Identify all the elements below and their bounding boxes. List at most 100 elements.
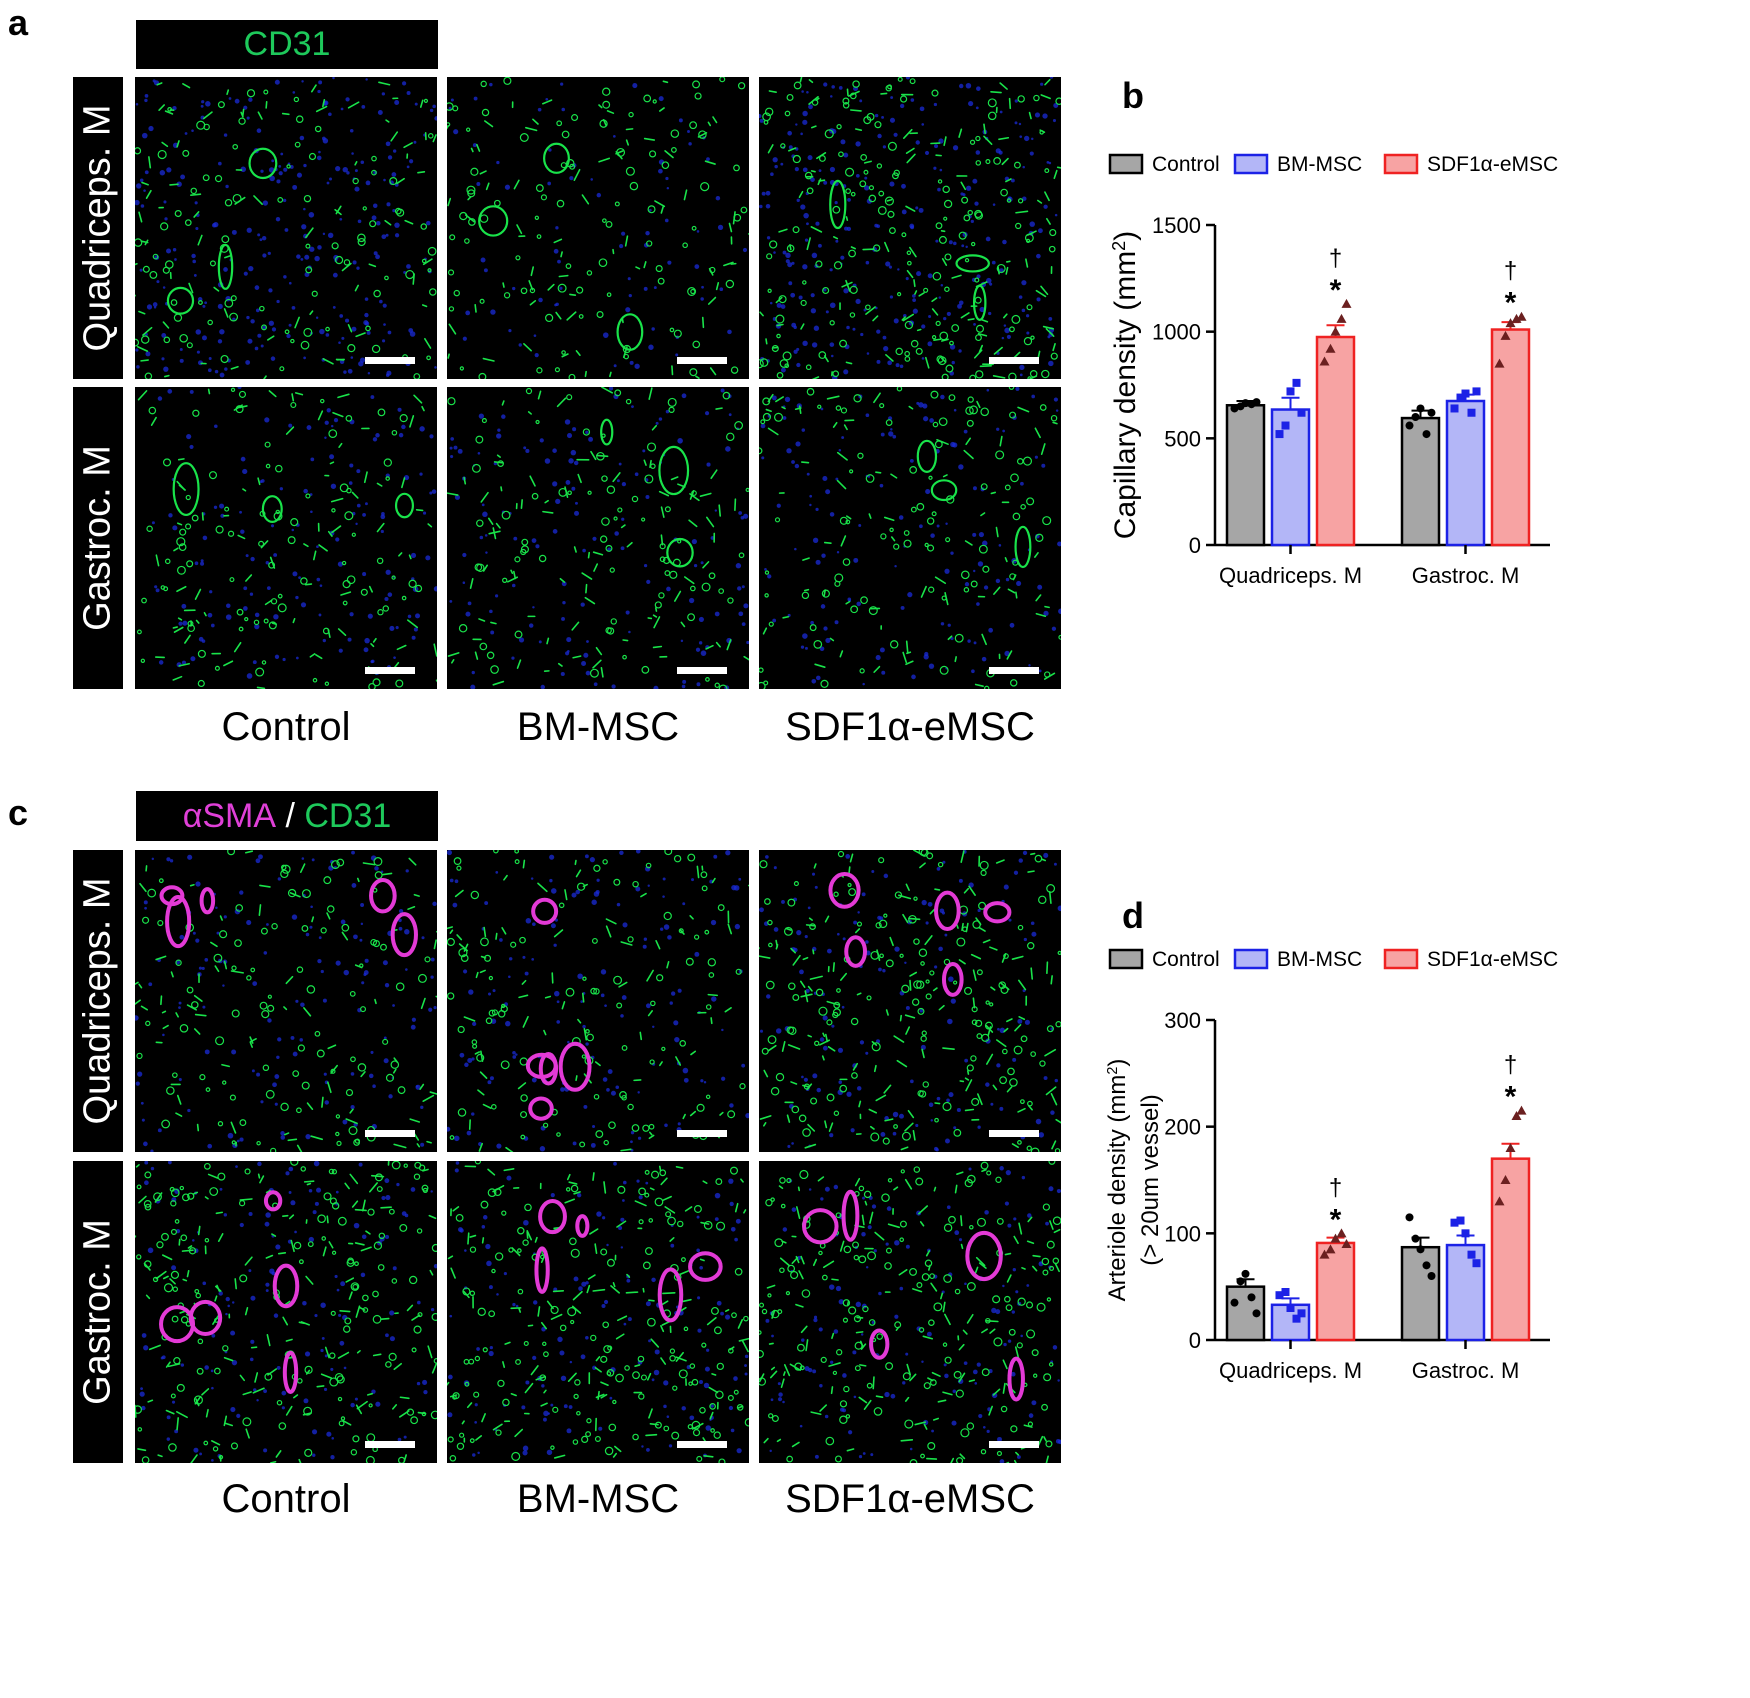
legend-label: BM-MSC [1277, 153, 1362, 176]
micrograph-a-quadriceps-sdf1a-emsc [759, 77, 1061, 379]
data-point [1416, 404, 1425, 413]
y-tick-label: 500 [1164, 426, 1201, 451]
scale-bar [365, 1441, 415, 1448]
data-point [1427, 408, 1436, 417]
x-tick-label: Quadriceps. M [1219, 1358, 1362, 1383]
legend-swatch [1383, 948, 1419, 970]
data-point [1336, 313, 1347, 323]
significance-star: * [1330, 274, 1342, 307]
panel-letter-c: c [8, 792, 29, 833]
y-label-superscript: 2 [1109, 241, 1129, 251]
micrograph-a-gastroc-control [135, 387, 437, 689]
data-point [1281, 421, 1290, 430]
data-point [1275, 430, 1284, 439]
column-label-a-bm-msc: BM-MSC [516, 705, 680, 749]
stain-header-a: CD31 [136, 20, 438, 69]
legend-swatch [1233, 948, 1269, 970]
scale-bar [677, 1130, 727, 1137]
micrograph-image [447, 387, 749, 689]
y-label-text: Arteriole density (mm [1104, 1075, 1131, 1302]
data-point [1516, 311, 1527, 321]
significance-star: * [1330, 1203, 1342, 1236]
y-tick-label: 1500 [1152, 213, 1201, 238]
data-point [1241, 399, 1250, 408]
data-point [1494, 1196, 1505, 1206]
legend-swatch [1233, 153, 1269, 175]
data-point [1405, 421, 1414, 430]
data-point [1472, 1259, 1481, 1268]
stain-header-c: αSMA / CD31 [136, 791, 438, 841]
data-point [1450, 404, 1459, 413]
stain-label: CD31 [304, 796, 392, 835]
significance-dagger: † [1504, 258, 1517, 285]
y-axis-label: Arteriole density (mm2) [1104, 1059, 1131, 1302]
data-point [1427, 1272, 1436, 1280]
micrograph-c-quadriceps-sdf1a-emsc [759, 850, 1061, 1152]
data-point [1319, 356, 1330, 366]
micrograph-image [136, 387, 437, 689]
data-point [1325, 343, 1336, 353]
y-tick-label: 0 [1189, 533, 1201, 558]
legend-swatch [1383, 153, 1419, 175]
scale-bar [989, 667, 1039, 674]
data-point [1422, 430, 1431, 439]
data-point [1422, 1261, 1431, 1270]
column-label-c-bm-msc: BM-MSC [516, 1477, 680, 1521]
micrograph-a-gastroc-sdf1a-emsc [759, 387, 1061, 689]
data-point [1494, 358, 1505, 368]
data-point [1275, 1291, 1284, 1300]
stain-label: CD31 [243, 25, 331, 63]
data-point [1330, 1233, 1341, 1243]
legend-label: SDF1α-eMSC [1427, 948, 1558, 971]
data-point [1341, 1239, 1352, 1248]
y-tick-label: 100 [1164, 1221, 1201, 1246]
scale-bar [989, 1441, 1039, 1448]
data-point [1472, 387, 1481, 396]
data-point [1450, 1218, 1459, 1227]
x-tick-label: Gastroc. M [1412, 563, 1520, 588]
y-tick-label: 200 [1164, 1115, 1201, 1140]
micrograph-c-quadriceps-bm-msc [447, 850, 749, 1152]
y-tick-label: 300 [1164, 1008, 1201, 1033]
micrograph-a-quadriceps-control [135, 77, 437, 379]
x-tick-label: Quadriceps. M [1219, 563, 1362, 588]
y-axis-label: Capillary density (mm2) [1109, 231, 1142, 539]
significance-star: * [1505, 1081, 1517, 1114]
micrograph-c-gastroc-sdf1a-emsc [759, 1161, 1061, 1463]
panel-letter-d: d [1122, 895, 1144, 936]
data-point [1325, 1244, 1336, 1254]
data-point [1230, 1298, 1239, 1307]
y-label-close: ) [1104, 1059, 1131, 1067]
legend-label: Control [1152, 153, 1220, 176]
data-point [1500, 1175, 1511, 1184]
legend-label: Control [1152, 948, 1220, 971]
bar-bm-msc [1445, 399, 1486, 547]
row-label-a-gastroc: Gastroc. M [73, 387, 123, 689]
data-point [1467, 1250, 1476, 1259]
column-label-c-control: Control [221, 1477, 351, 1521]
data-point [1461, 389, 1470, 398]
scale-bar [365, 667, 415, 674]
bar-control [1400, 416, 1441, 547]
x-tick-label: Gastroc. M [1412, 1358, 1520, 1383]
data-point [1405, 1213, 1414, 1222]
micrograph-image [447, 1161, 749, 1463]
legend-swatch [1108, 153, 1144, 175]
data-point [1500, 330, 1511, 340]
y-label-superscript: 2 [1105, 1067, 1121, 1075]
data-point [1241, 1269, 1250, 1278]
row-label-c-gastroc: Gastroc. M [73, 1161, 123, 1463]
chart-svg: Control BM-MSC SDF1α-eMSC 0 100 200 300 Arterio… [1104, 948, 1558, 1383]
data-point [1297, 408, 1306, 417]
data-point [1281, 1288, 1290, 1296]
row-label-text: Quadriceps. M [76, 877, 119, 1125]
micrograph-image [135, 850, 437, 1152]
significance-dagger: † [1329, 245, 1342, 272]
data-point [1416, 1245, 1425, 1254]
data-point [1230, 404, 1239, 413]
micrograph-a-gastroc-bm-msc [447, 387, 749, 689]
data-point [1319, 1249, 1330, 1259]
row-label-text: Gastroc. M [76, 1219, 119, 1405]
data-point [1236, 1277, 1245, 1286]
data-point [1292, 378, 1301, 387]
